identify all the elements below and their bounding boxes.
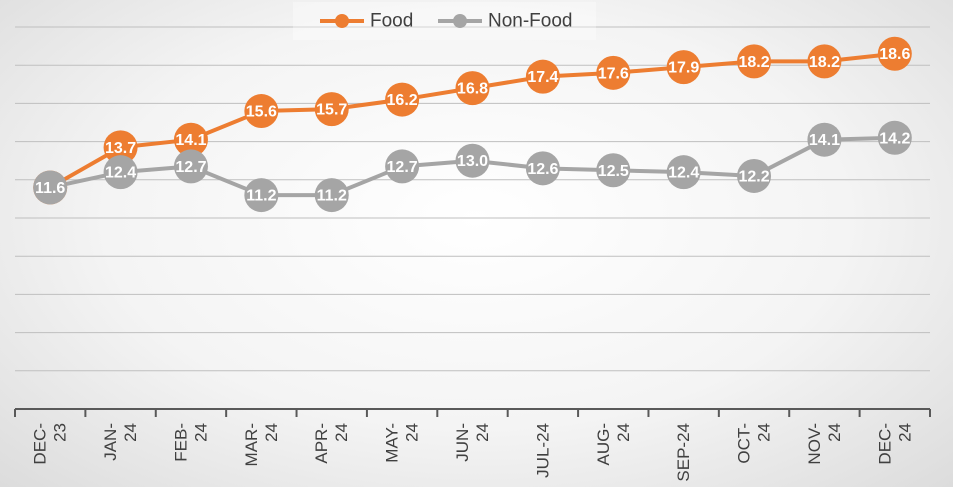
x-tick-label-line: 24 bbox=[825, 423, 844, 442]
data-point-marker bbox=[455, 71, 490, 106]
data-point-marker bbox=[807, 44, 842, 79]
x-tick-label-line: DEC- bbox=[875, 423, 894, 465]
x-tick-label-line: MAY- bbox=[383, 423, 402, 463]
data-point-marker bbox=[244, 94, 279, 129]
data-label: 16.8 bbox=[457, 81, 488, 98]
x-tick-label-line: 24 bbox=[121, 423, 140, 442]
data-label: 17.9 bbox=[668, 60, 699, 77]
data-label: 14.2 bbox=[879, 130, 910, 147]
x-tick-label-line: 24 bbox=[614, 423, 633, 442]
data-point-marker bbox=[455, 143, 490, 178]
x-tick-label-line: MAR- bbox=[242, 423, 261, 466]
x-tick-label-line: OCT- bbox=[735, 423, 754, 464]
data-label: 11.2 bbox=[246, 188, 276, 205]
data-label: 12.6 bbox=[527, 161, 558, 178]
data-label: 14.1 bbox=[175, 132, 206, 149]
data-label: 14.1 bbox=[809, 132, 840, 149]
data-point-marker bbox=[596, 153, 631, 188]
x-tick-label-line: 24 bbox=[332, 423, 351, 442]
data-point-marker bbox=[33, 170, 68, 205]
x-tick-label: MAR- 24 bbox=[242, 423, 281, 466]
data-point-marker bbox=[314, 92, 349, 127]
x-tick-label-line: SEP-24 bbox=[674, 423, 693, 482]
x-axis: DEC- 23 JAN- 24 FEB- 24 MAR- 24 APR- 24 MAY- 24 JUN-… bbox=[14, 408, 931, 482]
data-label: 18.2 bbox=[738, 54, 769, 71]
data-point-marker bbox=[244, 178, 279, 213]
x-tick-label: OCT- 24 bbox=[735, 423, 774, 464]
data-label: 11.2 bbox=[317, 188, 347, 205]
data-point-marker bbox=[385, 149, 420, 184]
x-tick-label-line: JAN- bbox=[101, 423, 120, 461]
x-tick-label: SEP-24 bbox=[674, 423, 693, 482]
x-tick-label: JUN- 24 bbox=[453, 423, 492, 462]
data-point-marker bbox=[666, 50, 701, 85]
data-point-marker bbox=[737, 44, 772, 79]
x-tick-label-line: 24 bbox=[755, 423, 774, 442]
x-tick-label-line: 24 bbox=[403, 423, 422, 442]
x-tick-label-line: 23 bbox=[51, 423, 70, 442]
data-label: 12.4 bbox=[105, 165, 136, 182]
data-label: 12.7 bbox=[387, 159, 418, 176]
data-point-marker bbox=[103, 155, 138, 190]
data-label: 17.4 bbox=[527, 69, 558, 86]
data-points: 11.6 13.7 14.1 15.6 15.7 16.2 16.8 17.4 17.6 17.9… bbox=[33, 36, 912, 213]
x-tick-label: MAY- 24 bbox=[383, 423, 422, 463]
x-tick-label: JAN- 24 bbox=[101, 423, 140, 461]
legend-label-0: Food bbox=[370, 11, 413, 32]
data-point-marker bbox=[877, 120, 912, 155]
data-point-marker bbox=[173, 149, 208, 184]
x-tick-label-line: 24 bbox=[191, 423, 210, 442]
x-tick-label-line: AUG- bbox=[594, 423, 613, 466]
data-point-marker bbox=[173, 122, 208, 157]
data-label: 12.2 bbox=[738, 168, 769, 185]
data-label: 12.7 bbox=[175, 159, 206, 176]
x-tick-label-line: APR- bbox=[312, 423, 331, 464]
data-label: 17.6 bbox=[598, 65, 629, 82]
data-point-marker bbox=[385, 82, 420, 117]
x-tick-label: DEC- 23 bbox=[31, 423, 70, 465]
data-point-marker bbox=[596, 55, 631, 90]
data-point-marker bbox=[737, 158, 772, 193]
data-label: 12.5 bbox=[598, 163, 629, 180]
x-tick-label: AUG- 24 bbox=[594, 423, 633, 466]
legend: Food Non-Food bbox=[293, 2, 596, 40]
legend-marker bbox=[453, 14, 467, 28]
data-point-marker bbox=[666, 155, 701, 190]
data-point-marker bbox=[525, 151, 560, 186]
x-tick-label-line: NOV- bbox=[805, 423, 824, 465]
data-label: 13.7 bbox=[105, 140, 136, 157]
data-label: 13.0 bbox=[457, 153, 488, 170]
x-tick-label: FEB- 24 bbox=[171, 423, 210, 462]
x-tick-label-line: FEB- bbox=[171, 423, 190, 462]
data-point-marker bbox=[525, 59, 560, 94]
x-tick-label: APR- 24 bbox=[312, 423, 351, 464]
data-label: 18.2 bbox=[809, 54, 840, 71]
data-label: 15.7 bbox=[316, 102, 347, 119]
x-tick-label-line: JUL-24 bbox=[533, 423, 552, 478]
x-tick-label: DEC- 24 bbox=[875, 423, 914, 465]
data-label: 16.2 bbox=[387, 92, 418, 109]
data-point-marker bbox=[314, 178, 349, 213]
data-label: 11.6 bbox=[35, 180, 65, 197]
legend-label-1: Non-Food bbox=[488, 11, 573, 32]
x-tick-label-line: 24 bbox=[473, 423, 492, 442]
x-tick-label-line: 24 bbox=[895, 423, 914, 442]
legend-marker bbox=[335, 14, 349, 28]
data-label: 15.6 bbox=[246, 104, 277, 121]
x-tick-label: JUL-24 bbox=[533, 423, 552, 478]
data-label: 18.6 bbox=[879, 46, 910, 63]
data-point-marker bbox=[877, 36, 912, 71]
x-tick-label-line: DEC- bbox=[31, 423, 50, 465]
data-label: 12.4 bbox=[668, 165, 699, 182]
x-tick-label-line: 24 bbox=[262, 423, 281, 442]
x-tick-label: NOV- 24 bbox=[805, 423, 844, 465]
data-point-marker bbox=[103, 130, 138, 165]
data-point-marker bbox=[807, 122, 842, 157]
x-tick-label-line: JUN- bbox=[453, 423, 472, 462]
